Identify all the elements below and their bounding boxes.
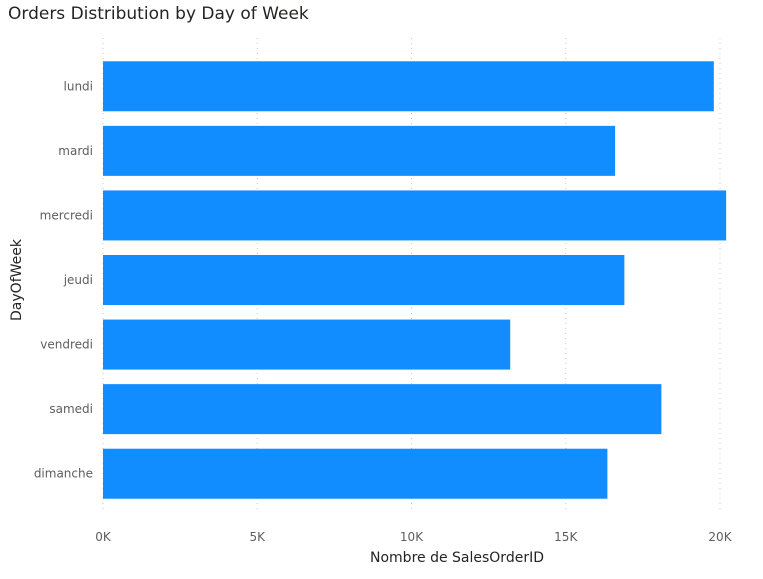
category-label: jeudi — [63, 273, 93, 287]
category-label: lundi — [64, 79, 94, 93]
x-tick-label: 20K — [708, 530, 732, 544]
x-tick-label: 0K — [95, 530, 112, 544]
bar-samedi[interactable] — [103, 384, 662, 435]
category-label: vendredi — [40, 338, 93, 352]
category-label: dimanche — [34, 467, 93, 481]
bar-jeudi[interactable] — [103, 255, 625, 305]
x-axis-title: Nombre de SalesOrderID — [370, 550, 544, 566]
bar-mercredi[interactable] — [103, 190, 727, 241]
y-axis-title: DayOfWeek — [9, 238, 25, 321]
bars — [103, 61, 727, 499]
category-label: mercredi — [40, 208, 93, 222]
bar-mardi[interactable] — [103, 125, 616, 176]
category-label: mardi — [58, 144, 93, 158]
x-tick-label: 5K — [249, 530, 266, 544]
bar-vendredi[interactable] — [103, 319, 511, 370]
x-tick-labels: 0K 5K 10K 15K 20K — [95, 530, 732, 544]
category-labels: lundi mardi mercredi jeudi vendredi samedi dim… — [34, 79, 93, 480]
x-tick-label: 10K — [400, 530, 424, 544]
bar-dimanche[interactable] — [103, 448, 608, 499]
chart-title: Orders Distribution by Day of Week — [8, 4, 309, 24]
category-label: samedi — [49, 402, 93, 416]
x-tick-label: 15K — [554, 530, 578, 544]
bar-lundi[interactable] — [103, 61, 714, 112]
